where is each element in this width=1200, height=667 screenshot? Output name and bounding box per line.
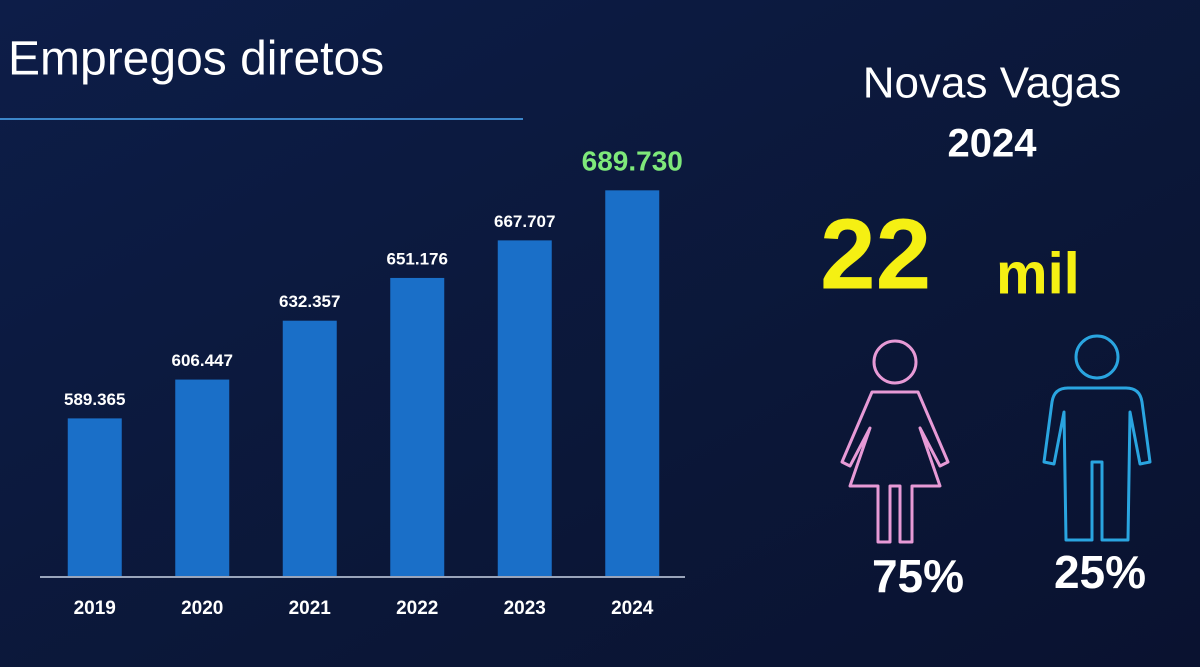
big-unit: mil bbox=[996, 241, 1080, 306]
x-tick-label: 2019 bbox=[74, 598, 116, 619]
bar bbox=[390, 277, 445, 576]
bar bbox=[282, 320, 337, 576]
x-tick-label: 2022 bbox=[396, 598, 438, 619]
value-label: 689.730 bbox=[582, 146, 683, 177]
bar bbox=[67, 418, 122, 576]
value-label: 589.365 bbox=[64, 390, 125, 409]
big-number: 22 bbox=[820, 198, 931, 310]
male-share: 25% bbox=[1054, 546, 1146, 598]
x-tick-label: 2024 bbox=[611, 598, 654, 619]
x-tick-label: 2020 bbox=[181, 598, 223, 619]
panel-year: 2024 bbox=[948, 122, 1038, 166]
value-label: 632.357 bbox=[279, 292, 340, 311]
x-tick-label: 2021 bbox=[289, 598, 332, 619]
value-label: 651.176 bbox=[387, 249, 448, 268]
bar bbox=[605, 190, 660, 576]
bar bbox=[175, 379, 230, 576]
male-icon bbox=[1042, 334, 1152, 542]
female-icon bbox=[840, 339, 950, 544]
x-tick-label: 2023 bbox=[504, 598, 546, 619]
value-label: 606.447 bbox=[172, 351, 233, 370]
panel-title: Novas Vagas bbox=[863, 59, 1121, 108]
female-share: 75% bbox=[872, 550, 964, 602]
chart-title: Empregos diretos bbox=[8, 33, 384, 86]
bar bbox=[497, 240, 552, 576]
value-label: 667.707 bbox=[494, 212, 555, 231]
